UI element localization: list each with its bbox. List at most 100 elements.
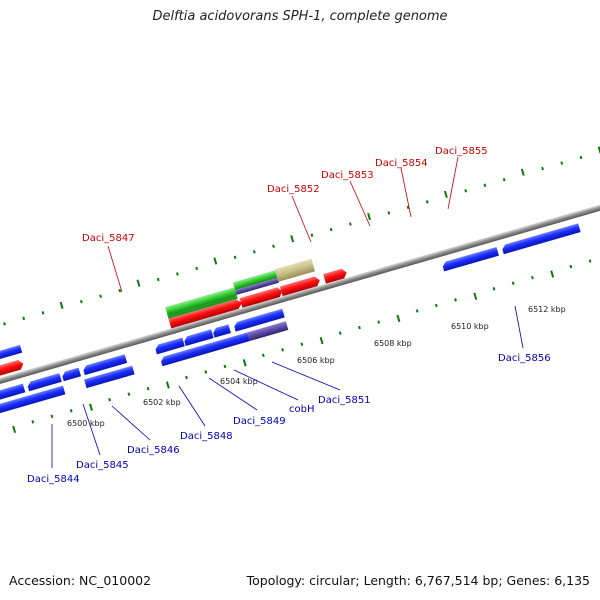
tick-mark: [541, 166, 544, 171]
tick-mark: [213, 257, 218, 265]
label-daci-5853: Daci_5853: [321, 170, 374, 181]
gene-daci-5852-green-track[interactable]: [165, 287, 237, 316]
tick-mark: [146, 386, 150, 391]
lower-tick-ruler: [12, 259, 592, 433]
gene-daci-5845[interactable]: [61, 367, 82, 382]
forward-strand-genes: [0, 258, 348, 378]
tick-mark: [136, 279, 141, 287]
tick-mark: [531, 275, 534, 280]
tick-mark: [252, 250, 256, 254]
label-daci-5854: Daci_5854: [375, 158, 428, 169]
tick-mark: [89, 403, 93, 411]
tick-mark: [511, 281, 515, 285]
scale-label-6502: 6502 kbp: [143, 398, 181, 407]
tick-mark: [69, 409, 73, 413]
gene-daci-5857[interactable]: [501, 223, 581, 255]
tick-mark: [550, 270, 555, 278]
label-daci-5855: Daci_5855: [435, 146, 488, 157]
tick-mark: [492, 287, 496, 291]
gene-daci-5854[interactable]: [279, 275, 321, 297]
tick-mark: [99, 294, 102, 298]
label-daci-5856: Daci_5856: [498, 353, 551, 364]
tick-mark: [483, 183, 487, 187]
gene-daci-5846[interactable]: [82, 354, 128, 376]
gene-daci-5849[interactable]: [183, 329, 214, 346]
tick-mark: [377, 320, 381, 324]
tick-mark: [12, 425, 17, 433]
tick-mark: [165, 381, 170, 389]
tick-mark: [118, 288, 122, 293]
tick-mark: [204, 370, 208, 374]
tick-mark: [464, 189, 468, 193]
gene-daci-5855[interactable]: [323, 268, 348, 284]
gene-daci-5853-green-track[interactable]: [232, 270, 278, 291]
map-title: Delftia acidovorans SPH-1, complete geno…: [152, 9, 448, 24]
tick-mark: [31, 420, 35, 424]
gene-daci-5848-row2[interactable]: [160, 332, 250, 367]
tick-mark: [396, 314, 401, 323]
tick-mark: [3, 322, 6, 326]
gene-daci-5854-khaki-track[interactable]: [274, 258, 316, 282]
scale-label-6510: 6510 kbp: [451, 322, 489, 331]
label-daci-5845: Daci_5845: [76, 460, 129, 471]
tick-mark: [300, 342, 304, 346]
tick-mark: [41, 311, 45, 315]
scale-label-6508: 6508 kbp: [374, 339, 412, 348]
scale-label-6504: 6504 kbp: [220, 377, 258, 386]
tick-mark: [176, 272, 179, 276]
label-cobh: cobH: [289, 404, 314, 415]
gene-cobh[interactable]: [212, 324, 231, 338]
tick-mark: [290, 235, 295, 243]
tick-mark: [338, 331, 342, 335]
gene-daci-5848[interactable]: [154, 337, 185, 355]
tick-mark: [367, 212, 371, 221]
gene-daci-5847-arrow[interactable]: [0, 359, 25, 378]
tick-mark: [262, 353, 265, 358]
gene-daci-5844b[interactable]: [27, 373, 62, 392]
label-daci-5846: Daci_5846: [127, 445, 180, 456]
label-daci-5844: Daci_5844: [27, 474, 80, 485]
tick-mark: [50, 414, 54, 419]
tick-mark: [387, 211, 391, 215]
top-gene-labels: Daci_5847 Daci_5852 Daci_5853 Daci_5854 …: [82, 146, 488, 293]
tick-mark: [502, 177, 506, 182]
tick-mark: [319, 336, 324, 345]
tick-mark: [415, 309, 419, 313]
tick-mark: [443, 190, 448, 199]
tick-mark: [223, 364, 227, 369]
gene-daci-5844-row2[interactable]: [0, 385, 66, 414]
tick-mark: [473, 292, 478, 300]
tick-mark: [349, 222, 352, 226]
tick-mark: [588, 259, 592, 263]
gene-daci-5846-row2[interactable]: [84, 365, 135, 389]
label-daci-5849: Daci_5849: [233, 416, 286, 427]
scale-label-6512: 6512 kbp: [528, 305, 566, 314]
label-daci-5847: Daci_5847: [82, 233, 135, 244]
gene-daci-5853[interactable]: [239, 286, 284, 308]
bottom-gene-labels: Daci_5844 Daci_5845 Daci_5846 Daci_5848 …: [27, 305, 551, 485]
genome-summary-text: Topology: circular; Length: 6,767,514 bp…: [246, 573, 590, 588]
gene-daci-5851-purple-track[interactable]: [247, 321, 289, 342]
label-daci-5848: Daci_5848: [180, 431, 233, 442]
scale-label-6500: 6500 kbp: [67, 419, 105, 428]
tick-mark: [59, 301, 64, 309]
gene-daci-5847-bar[interactable]: [0, 344, 23, 363]
genome-backbone: [0, 195, 600, 389]
gene-daci-5851[interactable]: [233, 308, 285, 332]
tick-mark: [560, 161, 564, 165]
upper-tick-ruler: [3, 146, 600, 326]
tick-mark: [79, 299, 83, 304]
gene-daci-5853-purple-track[interactable]: [235, 277, 279, 295]
tick-mark: [520, 168, 525, 176]
gene-daci-5856[interactable]: [442, 246, 499, 272]
label-daci-5852: Daci_5852: [267, 184, 320, 195]
tick-mark: [272, 244, 275, 248]
gene-daci-5844[interactable]: [0, 383, 26, 402]
tick-mark: [358, 325, 361, 330]
tick-mark: [579, 155, 583, 160]
scale-label-6506: 6506 kbp: [297, 356, 335, 365]
gene-daci-5852-green-track-2[interactable]: [167, 295, 238, 319]
gene-daci-5852[interactable]: [168, 298, 244, 329]
tick-mark: [127, 392, 131, 396]
reverse-strand-genes: [0, 223, 581, 414]
